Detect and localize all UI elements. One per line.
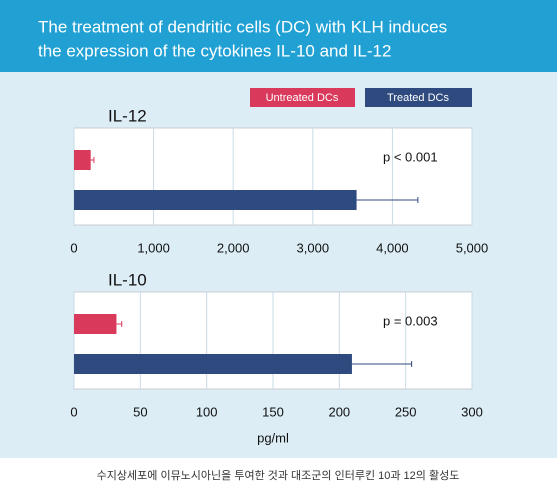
x-tick-label: 200 [328,404,350,419]
bar [74,354,352,374]
x-tick-label: 4,000 [376,240,409,255]
header-title: The treatment of dendritic cells (DC) wi… [38,17,447,36]
x-tick-label: 50 [133,404,147,419]
x-tick-label: 2,000 [217,240,250,255]
chart-title: IL-12 [108,106,147,125]
bar [74,190,357,210]
x-tick-label: 100 [196,404,218,419]
header-band [0,0,557,72]
x-tick-label: 0 [70,404,77,419]
bar [74,314,117,334]
x-tick-label: 300 [461,404,483,419]
x-tick-label: 3,000 [297,240,330,255]
annotation: p = 0.003 [383,313,438,328]
annotation: p < 0.001 [383,149,438,164]
legend-label: Untreated DCs [266,92,339,104]
x-tick-label: 0 [70,240,77,255]
x-tick-label: 1,000 [137,240,170,255]
legend-swatch [365,88,472,107]
x-tick-label: 150 [262,404,284,419]
legend-swatch [250,88,355,107]
chart-title: IL-10 [108,270,147,289]
x-tick-label: 5,000 [456,240,489,255]
plot-area [73,127,473,226]
x-tick-label: 250 [395,404,417,419]
bar [74,150,91,170]
caption: 수지상세포에 이뮤노시아닌을 투여한 것과 대조군의 인터루킨 10과 12의 … [97,468,460,482]
x-axis-label: pg/ml [257,430,289,445]
header-title: the expression of the cytokines IL-10 an… [38,41,391,60]
legend-label: Treated DCs [387,92,449,104]
